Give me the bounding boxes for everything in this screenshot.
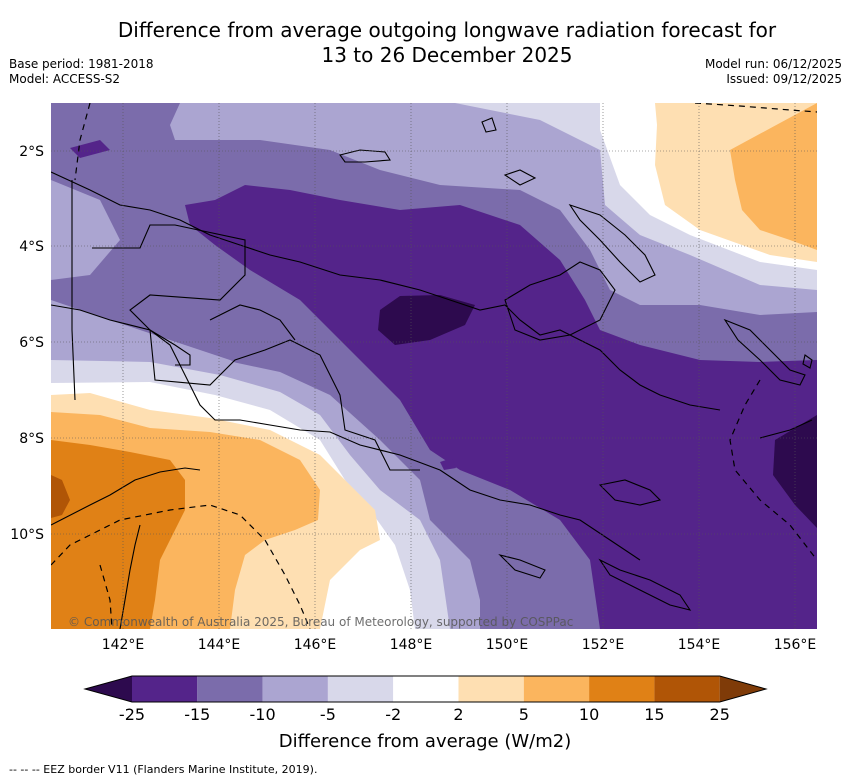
lon-tick: 146°E <box>294 637 337 653</box>
issued-date: Issued: 09/12/2025 <box>726 72 842 86</box>
meta-right: Model run: 06/12/2025 Issued: 09/12/2025 <box>705 57 842 87</box>
lat-tick: 8°S <box>19 431 44 447</box>
colorbar-cell <box>589 676 655 702</box>
meta-left: Base period: 1981-2018 Model: ACCESS-S2 <box>9 57 154 87</box>
band-plus15-plus25-s <box>51 475 70 518</box>
lat-tick: 10°S <box>10 527 44 543</box>
band-minus10-minus5-w <box>51 180 120 280</box>
chart-title: Difference from average outgoing longwav… <box>0 18 850 68</box>
lon-tick: 154°E <box>678 637 721 653</box>
lon-tick: 148°E <box>390 637 433 653</box>
lat-tick: 4°S <box>19 239 44 255</box>
colorbar-outline <box>83 675 768 703</box>
title-line-2: 13 to 26 December 2025 <box>321 43 573 67</box>
colorbar-tick: 15 <box>644 705 664 724</box>
colorbar-tick-labels: -25 -15 -10 -5 -2 2 5 10 15 25 <box>119 705 730 724</box>
lat-tick-labels: 2°S 4°S 6°S 8°S 10°S <box>10 144 44 543</box>
band-below-minus25-east <box>773 415 817 528</box>
colorbar <box>83 675 768 703</box>
lat-tick: 6°S <box>19 335 44 351</box>
colorbar-cell <box>262 676 328 702</box>
colorbar-cell <box>523 676 590 702</box>
colorbar-cell <box>393 676 459 702</box>
colorbar-cell <box>458 676 524 702</box>
lon-tick: 142°E <box>102 637 145 653</box>
lon-tick-labels: 142°E 144°E 146°E 148°E 150°E 152°E 154°… <box>102 637 817 653</box>
model-name: Model: ACCESS-S2 <box>9 72 121 86</box>
eez-legend-note: -- -- -- EEZ border V11 (Flanders Marine… <box>9 763 318 776</box>
model-run: Model run: 06/12/2025 <box>704 57 842 71</box>
colorbar-tick: -15 <box>184 705 210 724</box>
copyright-notice: © Commonwealth of Australia 2025, Bureau… <box>68 615 573 629</box>
colorbar-tick: 5 <box>519 705 529 724</box>
graticule <box>51 103 817 629</box>
colorbar-tick: -25 <box>119 705 145 724</box>
colorbar-label: Difference from average (W/m2) <box>278 731 572 752</box>
colorbar-cell <box>654 676 720 702</box>
lon-tick: 156°E <box>774 637 817 653</box>
colorbar-tick: -5 <box>320 705 336 724</box>
base-period: Base period: 1981-2018 <box>9 57 154 71</box>
colorbar-tick: 10 <box>579 705 599 724</box>
title-line-1: Difference from average outgoing longwav… <box>117 18 777 42</box>
colorbar-tick: 2 <box>453 705 463 724</box>
colorbar-cell <box>197 676 263 702</box>
lon-tick: 144°E <box>198 637 241 653</box>
band-minus25-minus15-nw <box>70 140 110 158</box>
band-minus25-minus15-core <box>185 185 817 629</box>
lon-tick: 150°E <box>486 637 529 653</box>
lat-tick: 2°S <box>19 144 44 160</box>
band-plus10-plus15-s <box>51 440 185 629</box>
small-patch <box>440 458 456 470</box>
anomaly-field: © Commonwealth of Australia 2025, Bureau… <box>51 103 817 629</box>
colorbar-cell <box>85 676 132 702</box>
colorbar-cell <box>327 676 394 702</box>
lon-tick: 152°E <box>582 637 625 653</box>
colorbar-cell <box>132 676 198 702</box>
colorbar-tick: -10 <box>250 705 276 724</box>
eez-borders <box>51 103 817 629</box>
colorbar-cell <box>719 676 766 702</box>
colorbar-tick: -2 <box>385 705 401 724</box>
band-below-minus25-center <box>378 295 475 345</box>
colorbar-tick: 25 <box>710 705 730 724</box>
